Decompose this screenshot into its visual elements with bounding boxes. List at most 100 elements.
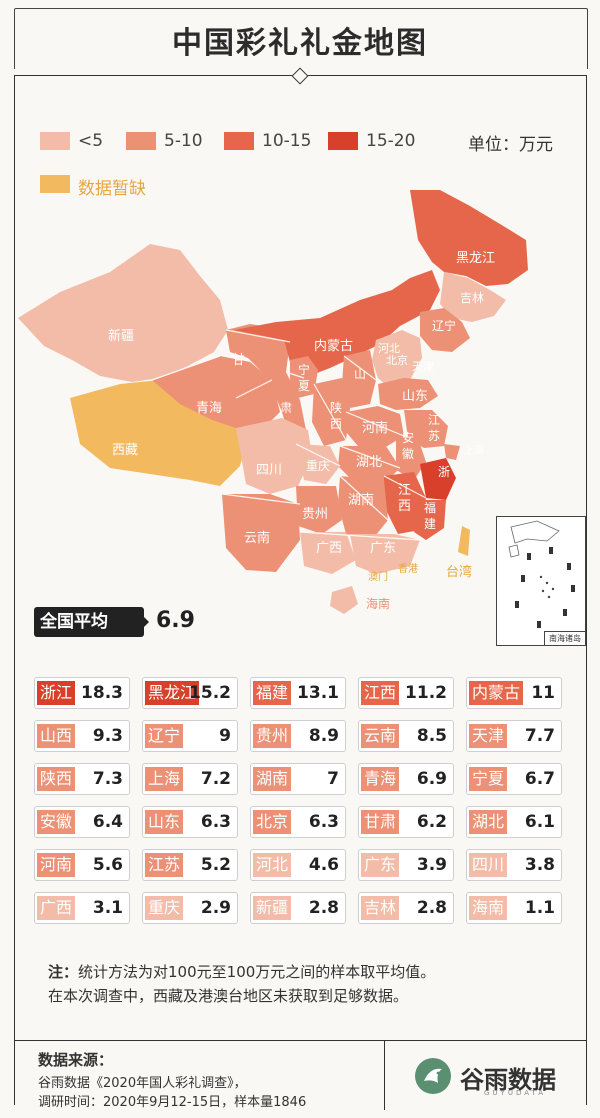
province-cell: 福建 13.1 (250, 677, 346, 709)
map-label: 天津 (412, 360, 434, 373)
province-name: 河北 (253, 853, 292, 877)
map-label: 江 (428, 413, 440, 427)
map-labels: 黑龙江 吉林 辽宁 内蒙古 新疆 甘 青海 宁 夏 西藏 陕 西 山 北京 天津… (108, 251, 495, 611)
region-sichuan (236, 418, 312, 494)
region-guizhou (296, 486, 342, 534)
title-box (14, 8, 588, 69)
province-value: 8.5 (416, 726, 447, 746)
guyu-logo-icon (415, 1058, 451, 1094)
map-label: 澳门 (368, 570, 388, 583)
province-value: 6.9 (416, 769, 447, 789)
map-label: 青海 (196, 401, 222, 416)
map-label: 云南 (244, 530, 270, 546)
source-heading: 数据来源： (38, 1051, 114, 1069)
province-value: 6.3 (200, 812, 231, 832)
province-cell: 新疆 2.8 (250, 892, 346, 924)
province-value: 4.6 (308, 855, 339, 875)
map-label: 辽宁 (432, 318, 456, 333)
left-border (14, 75, 15, 1105)
province-value: 9.3 (92, 726, 123, 746)
province-name: 北京 (253, 810, 292, 834)
province-name: 湖南 (253, 767, 292, 791)
province-value: 6.3 (308, 812, 339, 832)
province-name: 内蒙古 (469, 681, 524, 705)
legend-swatch (126, 132, 156, 150)
province-name: 宁夏 (469, 767, 508, 791)
province-cell: 贵州 8.9 (250, 720, 346, 752)
province-value: 7 (327, 769, 339, 789)
province-name: 黑龙江 (145, 681, 200, 705)
map-label: 肃 (280, 401, 292, 415)
province-cell: 湖南 7 (250, 763, 346, 795)
region-shanxi (342, 350, 376, 408)
province-name: 重庆 (145, 896, 184, 920)
province-cell: 江西 11.2 (358, 677, 454, 709)
map-label: 苏 (428, 429, 440, 443)
legend-label: 15-20 (366, 131, 416, 151)
map-label: 河北 (378, 342, 400, 355)
region-guangdong (350, 534, 420, 574)
map-label: 山东 (402, 389, 428, 404)
badge-arrow-icon (140, 613, 149, 631)
province-cell: 广西 3.1 (34, 892, 130, 924)
province-value: 18.3 (81, 683, 123, 703)
province-name: 江西 (361, 681, 400, 705)
region-shaanxi (312, 378, 350, 446)
region-hunan (338, 476, 388, 540)
map-label: 西 (398, 499, 411, 514)
province-cell: 辽宁 9 (142, 720, 238, 752)
map-label: 香港 (398, 563, 418, 575)
province-cell: 陕西 7.3 (34, 763, 130, 795)
province-cell: 宁夏 6.7 (466, 763, 562, 795)
province-cell: 云南 8.5 (358, 720, 454, 752)
unit-label: 单位：万元 (468, 135, 553, 155)
province-name: 云南 (361, 724, 400, 748)
province-cell: 湖北 6.1 (466, 806, 562, 838)
legend-label: 10-15 (262, 131, 312, 151)
province-value: 8.9 (308, 726, 339, 746)
province-cell: 山东 6.3 (142, 806, 238, 838)
map-label: 甘 (232, 353, 245, 368)
map-label: 新疆 (108, 328, 134, 344)
province-cell: 山西 9.3 (34, 720, 130, 752)
province-cell: 上海 7.2 (142, 763, 238, 795)
province-value: 6.1 (524, 812, 555, 832)
legend-label: 5-10 (164, 131, 203, 151)
map-label: 台湾 (446, 564, 472, 580)
province-value: 11.2 (405, 683, 447, 703)
map-label: 广东 (370, 541, 396, 556)
province-value: 13.1 (297, 683, 339, 703)
region-qinghai (152, 356, 280, 430)
region-fujian (414, 500, 446, 540)
region-chongqing (296, 444, 340, 484)
logo-subtitle: GUYUDATA (484, 1089, 546, 1097)
region-shanghai (444, 444, 460, 460)
province-value: 1.1 (524, 898, 555, 918)
map-label: 重庆 (306, 459, 330, 473)
province-value: 6.4 (92, 812, 123, 832)
province-cell: 江苏 5.2 (142, 849, 238, 881)
province-name: 山西 (37, 724, 76, 748)
footnote-prefix: 注： (48, 963, 79, 981)
region-hebei (372, 330, 422, 390)
source-divider (384, 1040, 385, 1110)
footnote-line: 统计方法为对100元至100万元之间的样本取平均值。 (78, 963, 436, 981)
province-cell: 甘肃 6.2 (358, 806, 454, 838)
province-value-grid: 浙江 18.3 黑龙江 15.2 福建 13.1 江西 11.2 内蒙古 11 山西 9.3 辽宁 9 贵州… (34, 677, 574, 924)
map-label: 宁 (298, 362, 310, 377)
legend-swatch (328, 132, 358, 150)
legend-label: 数据暂缺 (78, 179, 146, 199)
province-cell: 黑龙江 15.2 (142, 677, 238, 709)
region-liaoning (420, 308, 470, 352)
province-name: 贵州 (253, 724, 292, 748)
national-average-badge: 全国平均 (34, 607, 144, 637)
province-name: 上海 (145, 767, 184, 791)
map-label: 海南 (366, 596, 390, 611)
province-name: 辽宁 (145, 724, 184, 748)
province-cell: 青海 6.9 (358, 763, 454, 795)
region-guangxi (300, 532, 356, 574)
province-name: 安徽 (37, 810, 76, 834)
province-name: 吉林 (361, 896, 400, 920)
province-cell: 四川 3.8 (466, 849, 562, 881)
